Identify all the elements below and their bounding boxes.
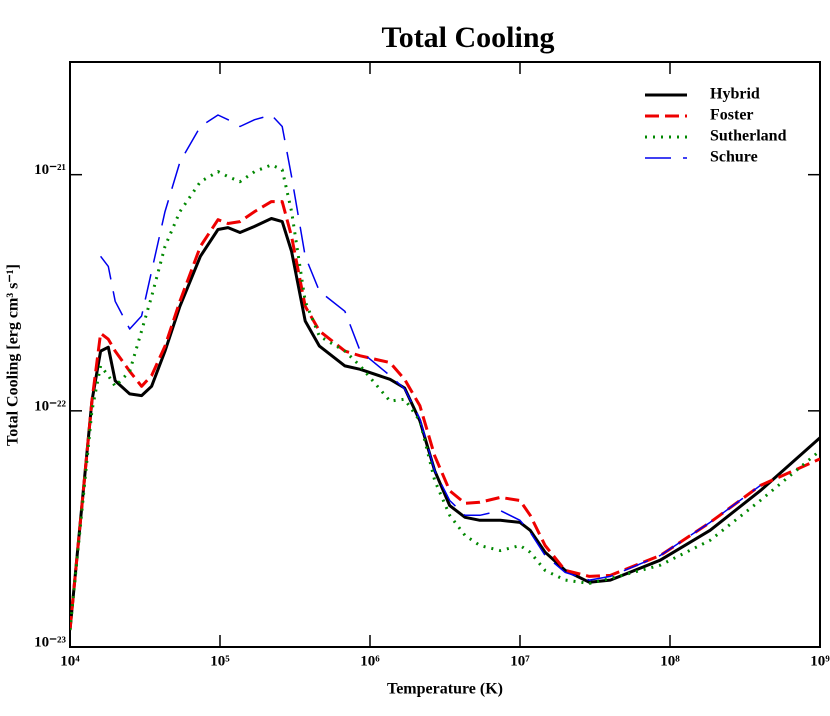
- chart-title: Total Cooling: [381, 21, 554, 54]
- series-line: [70, 200, 820, 631]
- series-line: [70, 217, 820, 631]
- y-tick-label: 10⁻²¹: [34, 162, 66, 178]
- plot-frame: [69, 61, 821, 648]
- x-axis-label: Temperature (K): [387, 681, 503, 698]
- legend-label: Hybrid: [710, 86, 760, 103]
- series-line: [70, 163, 820, 631]
- y-axis-label: Total Cooling [erg cm³ s⁻¹]: [5, 264, 22, 446]
- legend-label: Foster: [710, 107, 754, 124]
- x-tick-label: 10⁸: [660, 653, 680, 669]
- x-tick-label: 10⁶: [360, 653, 380, 669]
- x-tick-label: 10⁴: [60, 653, 80, 669]
- x-tick-label: 10⁵: [210, 653, 230, 669]
- x-tick-label: 10⁷: [510, 653, 530, 669]
- y-tick-label: 10⁻²²: [34, 398, 66, 414]
- legend-label: Sutherland: [710, 128, 787, 145]
- y-tick-label: 10⁻²³: [34, 634, 66, 650]
- legend-label: Schure: [710, 149, 758, 166]
- series-line: [100, 114, 761, 581]
- x-tick-label: 10⁹: [810, 653, 830, 669]
